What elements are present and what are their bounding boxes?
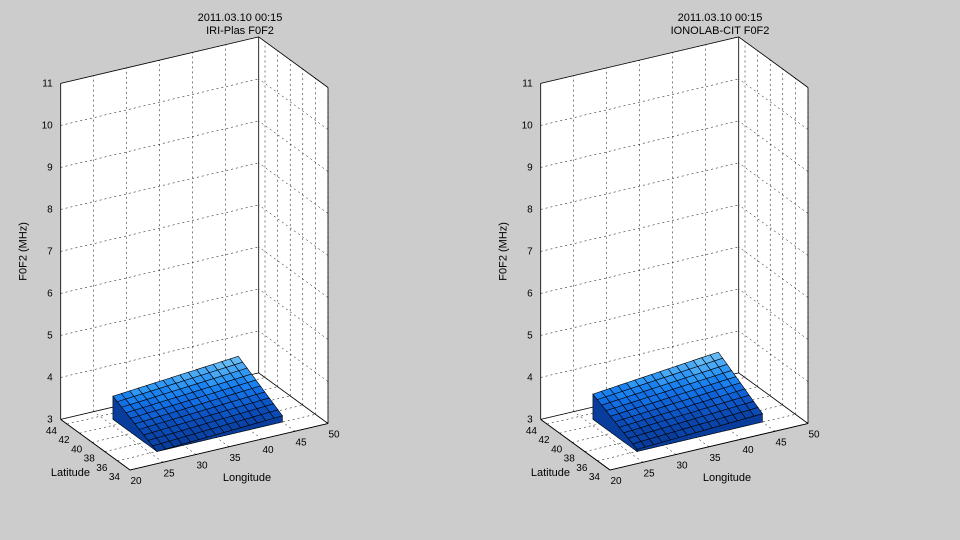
svg-text:3: 3: [527, 414, 533, 425]
svg-text:8: 8: [527, 204, 533, 215]
svg-text:10: 10: [522, 120, 534, 131]
svg-text:10: 10: [42, 120, 54, 131]
svg-text:40: 40: [262, 445, 274, 456]
svg-text:44: 44: [46, 426, 58, 437]
svg-text:50: 50: [808, 430, 820, 441]
svg-text:35: 35: [709, 453, 721, 464]
svg-text:30: 30: [676, 461, 688, 472]
svg-text:6: 6: [527, 288, 533, 299]
svg-text:40: 40: [742, 445, 754, 456]
panels-row: 2011.03.10 00:15 IRI-Plas F0F2 202530354…: [0, 0, 960, 540]
panel-right: 2011.03.10 00:15 IONOLAB-CIT F0F2 202530…: [480, 0, 960, 540]
svg-text:34: 34: [589, 472, 601, 483]
svg-text:50: 50: [328, 430, 340, 441]
svg-text:7: 7: [47, 246, 53, 257]
svg-text:38: 38: [564, 454, 576, 465]
svg-text:42: 42: [538, 435, 550, 446]
svg-text:F0F2 (MHz): F0F2 (MHz): [18, 222, 30, 281]
svg-text:40: 40: [71, 444, 83, 455]
svg-text:11: 11: [522, 78, 533, 89]
svg-text:38: 38: [84, 454, 96, 465]
svg-text:25: 25: [163, 468, 175, 479]
svg-text:3: 3: [47, 414, 53, 425]
svg-text:Latitude: Latitude: [531, 467, 570, 479]
svg-text:36: 36: [576, 463, 588, 474]
svg-text:F0F2 (MHz): F0F2 (MHz): [498, 222, 510, 281]
svg-text:35: 35: [229, 453, 241, 464]
svg-text:9: 9: [527, 162, 533, 173]
svg-text:44: 44: [526, 426, 538, 437]
svg-text:9: 9: [47, 162, 53, 173]
svg-text:4: 4: [527, 372, 533, 383]
svg-text:45: 45: [775, 437, 787, 448]
svg-text:25: 25: [643, 468, 655, 479]
svg-text:8: 8: [47, 204, 53, 215]
svg-text:7: 7: [527, 246, 533, 257]
svg-text:42: 42: [58, 435, 70, 446]
svg-text:5: 5: [527, 330, 533, 341]
svg-text:30: 30: [196, 461, 208, 472]
svg-text:Longitude: Longitude: [223, 472, 271, 484]
svg-text:Longitude: Longitude: [703, 472, 751, 484]
svg-text:36: 36: [96, 463, 108, 474]
svg-text:34: 34: [109, 472, 121, 483]
svg-text:40: 40: [551, 444, 563, 455]
svg-text:Latitude: Latitude: [51, 467, 90, 479]
svg-text:4: 4: [47, 372, 53, 383]
svg-text:20: 20: [610, 476, 622, 487]
plot3d-left: 2025303540455034363840424434567891011Lon…: [0, 0, 480, 540]
svg-text:5: 5: [47, 330, 53, 341]
panel-left: 2011.03.10 00:15 IRI-Plas F0F2 202530354…: [0, 0, 480, 540]
svg-text:6: 6: [47, 288, 53, 299]
svg-text:45: 45: [295, 437, 307, 448]
svg-text:20: 20: [130, 476, 142, 487]
plot3d-right: 2025303540455034363840424434567891011Lon…: [480, 0, 960, 540]
svg-text:11: 11: [42, 78, 53, 89]
